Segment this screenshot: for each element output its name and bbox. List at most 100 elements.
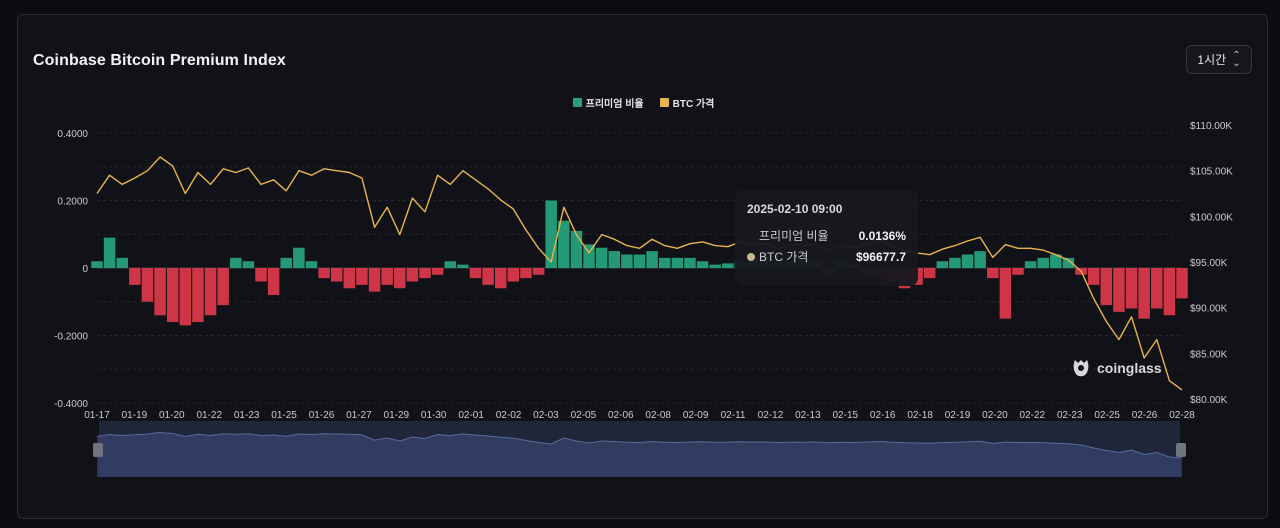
premium-bar[interactable] xyxy=(1050,254,1062,269)
x-tick-label: 02-19 xyxy=(945,410,971,421)
premium-bar[interactable] xyxy=(1125,268,1138,309)
premium-bar[interactable] xyxy=(646,251,658,268)
premium-bar[interactable] xyxy=(368,268,381,292)
premium-bar[interactable] xyxy=(179,268,192,326)
premium-bar[interactable] xyxy=(469,268,482,279)
navigator-right-handle[interactable] xyxy=(1176,443,1186,457)
legend-item-price[interactable]: BTC 가격 xyxy=(659,95,715,110)
premium-bar[interactable] xyxy=(1113,268,1125,312)
premium-bar[interactable] xyxy=(949,257,961,268)
x-tick-label: 01-20 xyxy=(159,410,185,421)
premium-bar[interactable] xyxy=(356,268,368,285)
premium-bar[interactable] xyxy=(684,257,696,268)
legend-label-price: BTC 가격 xyxy=(672,99,715,110)
premium-bar[interactable] xyxy=(1100,268,1113,306)
premium-bar[interactable] xyxy=(1062,257,1075,268)
premium-bar[interactable] xyxy=(583,244,595,268)
y-right-tick-label: $95.00K xyxy=(1190,258,1228,269)
premium-bar[interactable] xyxy=(608,251,621,268)
premium-bar[interactable] xyxy=(1037,257,1049,268)
legend-label-premium: 프리미엄 비율 xyxy=(585,99,644,110)
navigator-left-handle[interactable] xyxy=(93,443,103,457)
premium-bar[interactable] xyxy=(154,268,166,316)
x-tick-label: 02-03 xyxy=(533,410,559,421)
premium-bar[interactable] xyxy=(217,268,229,306)
premium-bar[interactable] xyxy=(482,268,494,285)
premium-bar[interactable] xyxy=(242,261,255,268)
price-swatch xyxy=(659,98,669,107)
premium-bar[interactable] xyxy=(230,257,242,268)
x-tick-label: 02-06 xyxy=(608,410,634,421)
premium-bar[interactable] xyxy=(974,251,986,268)
premium-bar[interactable] xyxy=(431,268,444,275)
premium-bar[interactable] xyxy=(1163,268,1176,316)
premium-bar[interactable] xyxy=(494,268,507,289)
premium-bar[interactable] xyxy=(444,261,456,268)
premium-bar[interactable] xyxy=(192,268,204,322)
premium-bar[interactable] xyxy=(1151,268,1163,309)
y-right-tick-label: $105.00K xyxy=(1190,167,1233,178)
premium-bar[interactable] xyxy=(709,264,721,268)
premium-bar[interactable] xyxy=(419,268,431,279)
premium-bar[interactable] xyxy=(621,254,633,269)
premium-bar[interactable] xyxy=(520,268,532,279)
premium-bar[interactable] xyxy=(671,257,684,268)
premium-bar[interactable] xyxy=(1138,268,1150,319)
x-tick-label: 01-22 xyxy=(196,410,222,421)
premium-bar[interactable] xyxy=(507,268,520,282)
premium-bar[interactable] xyxy=(457,264,469,268)
premium-bar[interactable] xyxy=(1024,261,1037,268)
premium-bar[interactable] xyxy=(204,268,217,316)
premium-bar[interactable] xyxy=(558,220,570,268)
interval-selector[interactable]: 1시간 ⌃ ⌄ xyxy=(1186,45,1252,74)
premium-bar[interactable] xyxy=(305,261,318,268)
premium-bar[interactable] xyxy=(633,254,646,269)
tooltip-row-price: BTC 가격 $96677.7 xyxy=(747,246,906,267)
premium-bar[interactable] xyxy=(406,268,419,282)
premium-bar[interactable] xyxy=(936,261,949,268)
premium-bar[interactable] xyxy=(141,268,154,302)
premium-swatch xyxy=(572,98,582,107)
x-tick-label: 02-22 xyxy=(1020,410,1046,421)
premium-bar[interactable] xyxy=(343,268,356,289)
premium-bar[interactable] xyxy=(961,254,974,269)
premium-bar[interactable] xyxy=(545,200,557,269)
premium-bar[interactable] xyxy=(595,247,608,268)
x-tick-label: 01-26 xyxy=(309,410,335,421)
premium-bar[interactable] xyxy=(280,257,292,268)
premium-bar[interactable] xyxy=(267,268,280,295)
premium-bar[interactable] xyxy=(293,247,305,268)
premium-bar[interactable] xyxy=(255,268,267,282)
premium-bar[interactable] xyxy=(103,237,116,268)
premium-bar[interactable] xyxy=(923,268,936,279)
premium-bar[interactable] xyxy=(381,268,393,285)
x-tick-label: 02-11 xyxy=(721,410,746,421)
x-tick-label: 02-02 xyxy=(496,410,522,421)
x-tick-label: 02-12 xyxy=(758,410,784,421)
x-tick-label: 01-25 xyxy=(271,410,297,421)
x-tick-label: 02-28 xyxy=(1169,410,1195,421)
premium-bar[interactable] xyxy=(999,268,1012,319)
premium-bar[interactable] xyxy=(330,268,343,282)
premium-bar[interactable] xyxy=(91,261,103,268)
premium-bar[interactable] xyxy=(318,268,330,279)
premium-bar[interactable] xyxy=(658,257,671,268)
x-tick-label: 01-30 xyxy=(421,410,447,421)
premium-bar[interactable] xyxy=(570,230,583,268)
legend-item-premium[interactable]: 프리미엄 비율 xyxy=(572,95,644,110)
premium-bar[interactable] xyxy=(116,257,128,268)
premium-bar[interactable] xyxy=(532,268,545,275)
btc-price-line[interactable] xyxy=(96,156,1183,391)
premium-bar[interactable] xyxy=(987,268,999,279)
legend: 프리미엄 비율 BTC 가격 xyxy=(18,95,1269,110)
premium-bar[interactable] xyxy=(1176,268,1188,299)
premium-bar[interactable] xyxy=(722,263,734,268)
premium-bar[interactable] xyxy=(129,268,141,285)
premium-bar[interactable] xyxy=(1012,268,1024,275)
premium-bar[interactable] xyxy=(1087,268,1100,285)
y-left-tick-label: 0 xyxy=(82,264,88,275)
premium-bar[interactable] xyxy=(166,268,179,322)
premium-bar[interactable] xyxy=(696,261,709,268)
premium-bar[interactable] xyxy=(394,268,406,289)
